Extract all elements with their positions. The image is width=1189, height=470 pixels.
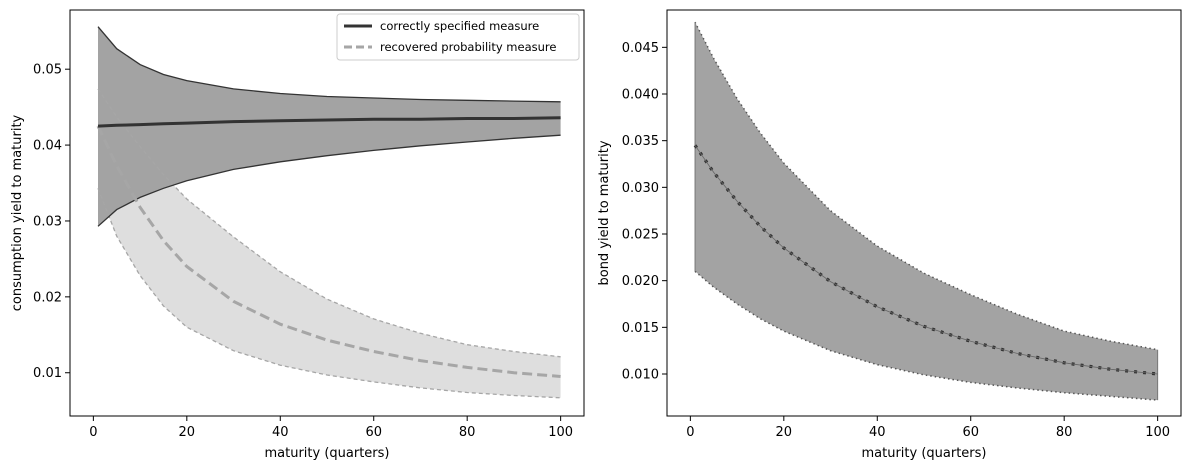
legend-box [336, 13, 580, 61]
right-chart-bands [695, 22, 1158, 401]
x-tick-label: 80 [1056, 425, 1073, 440]
legend-label-correct: correctly specified measure [380, 19, 539, 33]
x-tick-label: 0 [686, 425, 694, 440]
left-chart-frame [69, 9, 585, 417]
x-tick-label: 80 [459, 425, 476, 440]
left-chart-bands [98, 26, 561, 398]
x-tick-label: 20 [776, 425, 793, 440]
band-upper-recovered [97, 88, 561, 358]
y-tick-label: 0.030 [622, 181, 659, 196]
mean-line-recovered [96, 125, 561, 378]
band-lower-correct [97, 134, 561, 227]
band-bond [695, 22, 1158, 401]
x-tick-label: 100 [1145, 425, 1170, 440]
y-tick-label: 0.045 [622, 41, 659, 56]
x-tick-label: 40 [272, 425, 289, 440]
band-recovered [98, 88, 561, 398]
x-tick-label: 20 [179, 425, 196, 440]
right-chart-lines [693, 21, 1159, 401]
y-tick-label: 0.015 [622, 321, 659, 336]
y-tick-label: 0.04 [33, 139, 62, 154]
y-tick-label: 0.010 [622, 368, 659, 383]
left-chart: 0 20 40 60 80 100 0.01 0.02 0.03 0.04 0.05 maturi… [10, 9, 585, 461]
y-tick-label: 0.020 [622, 274, 659, 289]
y-tick-label: 0.05 [33, 63, 62, 78]
right-chart-x-label: maturity (quarters) [861, 446, 986, 461]
band-lower-recovered [97, 188, 561, 399]
left-chart-lines [96, 26, 561, 399]
left-chart-y-ticks: 0.01 0.02 0.03 0.04 0.05 [33, 63, 70, 381]
y-tick-label: 0.035 [622, 134, 659, 149]
band-lower-bond [694, 270, 1158, 401]
mean-line-correct [97, 116, 561, 128]
legend-label-recovered: recovered probability measure [380, 40, 556, 54]
y-tick-label: 0.03 [33, 214, 62, 229]
y-tick-label: 0.025 [622, 228, 659, 243]
y-tick-label: 0.02 [33, 290, 62, 305]
x-tick-label: 40 [869, 425, 886, 440]
x-tick-label: 60 [365, 425, 382, 440]
right-chart-y-label: bond yield to maturity [597, 140, 612, 285]
band-upper-correct [97, 26, 561, 103]
left-chart-x-label: maturity (quarters) [264, 446, 389, 461]
x-tick-label: 0 [89, 425, 97, 440]
x-tick-label: 100 [548, 425, 573, 440]
right-chart-frame [666, 9, 1182, 417]
left-chart-legend: correctly specified measure recovered pr… [336, 13, 580, 61]
mean-line-bond-thin [694, 145, 1158, 375]
y-tick-label: 0.040 [622, 88, 659, 103]
right-chart: 0 20 40 60 80 100 0.0100.0150.0200.0250.0300.… [597, 9, 1182, 461]
y-tick-label: 0.01 [33, 366, 62, 381]
band-correct [98, 26, 561, 227]
right-chart-y-ticks: 0.010 0.015 0.020 0.025 0.030 0.035 0.040 0.045 [622, 41, 667, 383]
right-chart-x-ticks: 0 20 40 60 80 100 [686, 416, 1170, 440]
left-chart-x-ticks: 0 20 40 60 80 100 [89, 416, 573, 440]
x-tick-label: 60 [962, 425, 979, 440]
left-chart-y-label: consumption yield to maturity [10, 114, 25, 311]
